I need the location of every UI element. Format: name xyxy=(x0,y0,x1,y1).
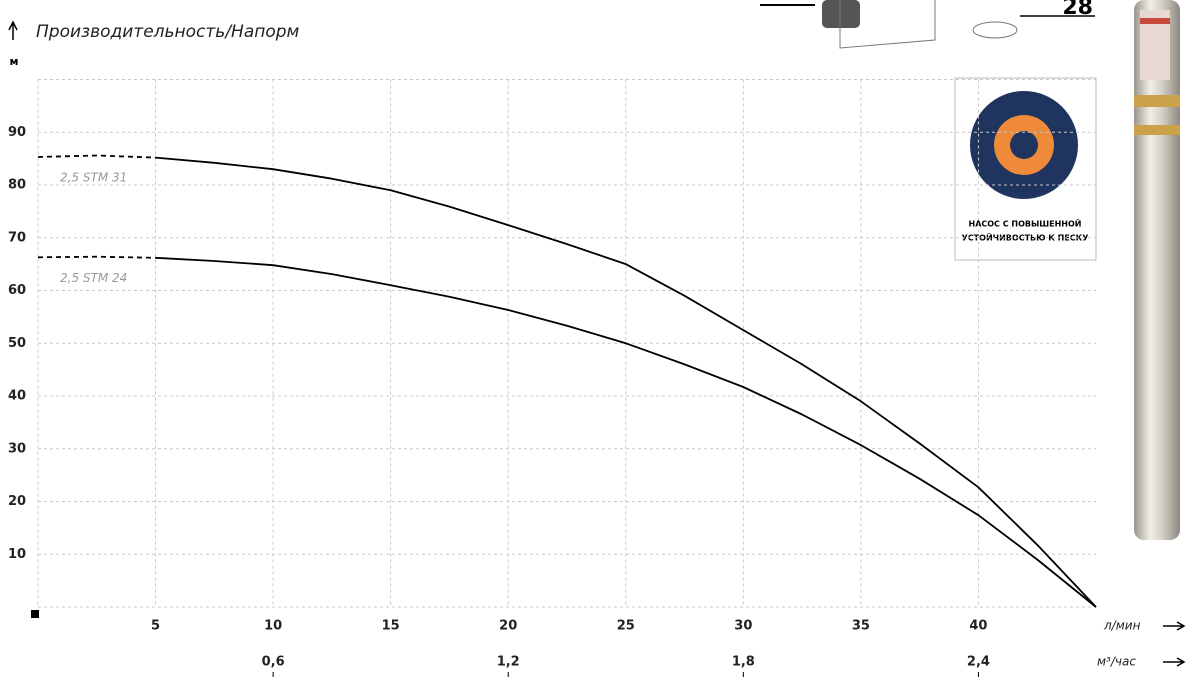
x-tick-label: 40 xyxy=(969,619,987,634)
x2-tick-label: 1,2 xyxy=(497,655,520,670)
badge: НАСОС С ПОВЫШЕННОЙ УСТОЙЧИВОСТЬЮ К ПЕСКУ xyxy=(954,77,1097,261)
y-tick-label: 30 xyxy=(8,441,26,456)
curve xyxy=(37,154,156,159)
series-label: 2,5 STM 31 xyxy=(60,171,127,185)
x2-arrow xyxy=(1163,657,1186,667)
x-arrow xyxy=(1163,621,1186,631)
x-tick-label: 5 xyxy=(151,619,160,634)
y-tick-label: 10 xyxy=(8,547,26,562)
y-tick-label: 20 xyxy=(8,494,26,509)
x2-unit: м³/час xyxy=(1097,655,1136,669)
x-tick-label: 10 xyxy=(264,619,282,634)
y-tick-label: 50 xyxy=(8,336,26,351)
x-unit: л/мин xyxy=(1103,619,1141,633)
series-label: 2,5 STM 24 xyxy=(60,271,127,285)
top-icons xyxy=(760,0,1095,49)
x-tick-label: 15 xyxy=(382,619,400,634)
pump-image xyxy=(1134,0,1180,540)
x2-tick-label: 2,4 xyxy=(967,655,990,670)
y-tick-label: 40 xyxy=(8,389,26,404)
origin-marker xyxy=(31,610,39,618)
badge-text: НАСОС С ПОВЫШЕННОЙ xyxy=(969,218,1082,229)
x2-tick-label: 1,8 xyxy=(732,655,755,670)
icon-label: 28 xyxy=(1062,0,1093,20)
y-tick-label: 60 xyxy=(8,283,26,298)
y-tick-label: 70 xyxy=(8,230,26,245)
y-tick-label: 80 xyxy=(8,178,26,193)
x2-tick-label: 0,6 xyxy=(262,655,285,670)
chart-title: Производительность/Напорм xyxy=(36,22,300,42)
curve xyxy=(37,255,156,259)
curve xyxy=(155,256,1097,608)
x-tick-label: 35 xyxy=(852,619,870,634)
y-unit: м xyxy=(10,55,19,68)
y-tick-label: 90 xyxy=(8,125,26,140)
y-arrow xyxy=(8,20,18,40)
badge-text: УСТОЙЧИВОСТЬЮ К ПЕСКУ xyxy=(962,232,1089,243)
x-tick-label: 20 xyxy=(499,619,517,634)
x-tick-label: 25 xyxy=(617,619,635,634)
curve xyxy=(155,156,1097,608)
x-tick-label: 30 xyxy=(734,619,752,634)
